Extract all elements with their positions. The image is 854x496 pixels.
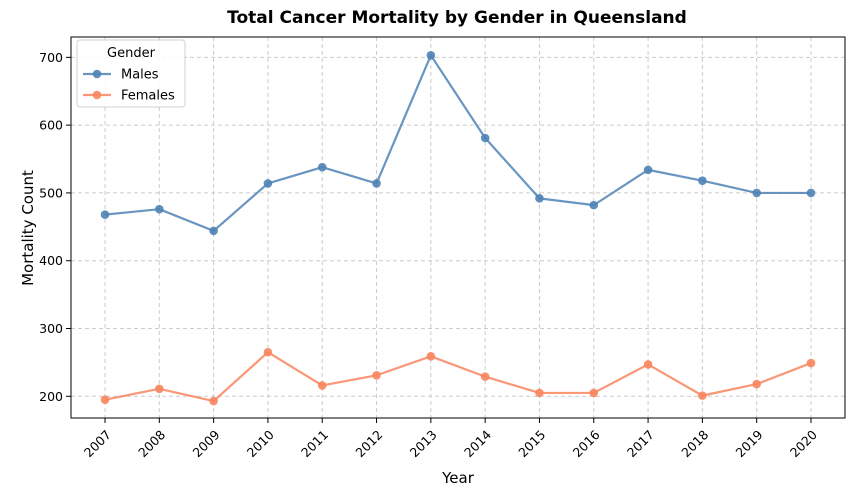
legend: Gender Males Females bbox=[76, 39, 186, 108]
series-line-females bbox=[104, 351, 812, 403]
x-tick-label: 2017 bbox=[624, 427, 657, 460]
x-tick-label: 2011 bbox=[298, 427, 331, 460]
data-point-males bbox=[643, 165, 653, 175]
data-point-females bbox=[372, 370, 381, 380]
plot-frame bbox=[70, 36, 846, 419]
data-point-males bbox=[317, 162, 327, 172]
data-point-females bbox=[752, 379, 761, 389]
data-point-females bbox=[155, 384, 164, 394]
x-axis-label: Year bbox=[441, 469, 475, 487]
series-group bbox=[100, 51, 816, 406]
x-tick-label: 2013 bbox=[407, 427, 440, 460]
data-point-males bbox=[100, 210, 110, 219]
data-point-males bbox=[209, 226, 218, 236]
data-point-males bbox=[372, 179, 381, 188]
data-point-males bbox=[426, 51, 436, 60]
x-tick-label: 2016 bbox=[570, 427, 603, 460]
data-point-males bbox=[589, 200, 599, 210]
data-point-males bbox=[698, 176, 707, 186]
data-point-females bbox=[263, 347, 273, 357]
x-tick-label: 2008 bbox=[135, 427, 168, 460]
y-tick-label: 600 bbox=[39, 118, 63, 133]
x-tick-label: 2014 bbox=[461, 427, 494, 460]
x-tick-label: 2018 bbox=[678, 427, 711, 460]
y-tick-label: 700 bbox=[39, 50, 63, 65]
legend-entries: Males Females bbox=[83, 68, 175, 104]
x-tick-label: 2007 bbox=[81, 427, 114, 460]
x-tick-label: 2012 bbox=[352, 427, 385, 460]
data-point-females bbox=[589, 388, 599, 398]
x-tick-label: 2020 bbox=[787, 427, 820, 460]
y-tick-label: 300 bbox=[39, 321, 63, 336]
series-line-males bbox=[104, 54, 811, 232]
data-point-males bbox=[535, 194, 544, 203]
legend-marker-females bbox=[92, 90, 102, 100]
data-point-males bbox=[806, 188, 816, 198]
data-point-females bbox=[806, 358, 816, 368]
data-point-males bbox=[752, 188, 761, 198]
y-axis-label: Mortality Count bbox=[19, 170, 37, 286]
y-tick-label: 400 bbox=[39, 253, 63, 268]
data-point-females bbox=[209, 396, 218, 406]
y-tick-label: 500 bbox=[39, 185, 63, 200]
data-point-females bbox=[643, 360, 653, 369]
data-point-females bbox=[317, 381, 327, 390]
y-tick-label: 200 bbox=[39, 389, 63, 404]
chart-title: Total Cancer Mortality by Gender in Quee… bbox=[227, 8, 687, 28]
x-tick-label: 2009 bbox=[189, 427, 222, 460]
legend-marker-males bbox=[92, 69, 102, 79]
data-point-males bbox=[263, 179, 273, 188]
x-tick-label: 2015 bbox=[515, 427, 548, 460]
y-axis: 200 300 400 500 600 700 bbox=[39, 50, 71, 404]
data-point-females bbox=[535, 388, 544, 398]
legend-label-males: Males bbox=[121, 68, 159, 83]
grid bbox=[71, 37, 845, 418]
data-point-females bbox=[100, 395, 110, 404]
legend-label-females: Females bbox=[121, 89, 175, 104]
data-point-females bbox=[698, 391, 707, 400]
data-point-males bbox=[155, 204, 164, 214]
x-tick-label: 2019 bbox=[733, 427, 766, 460]
legend-box bbox=[76, 39, 186, 108]
data-point-females bbox=[426, 352, 436, 361]
x-tick-label: 2010 bbox=[244, 427, 277, 460]
data-point-males bbox=[480, 133, 490, 143]
data-point-females bbox=[480, 372, 490, 381]
x-axis: 2007 2008 2009 2010 2011 2012 2013 2014 2015 2016… bbox=[81, 418, 820, 460]
legend-title: Gender bbox=[107, 46, 156, 61]
